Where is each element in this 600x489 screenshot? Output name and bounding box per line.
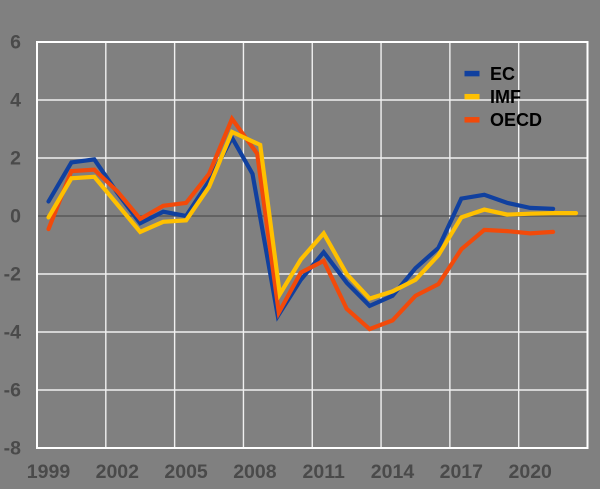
svg-text:-6: -6 [4, 380, 21, 402]
svg-text:EC: EC [490, 64, 515, 84]
svg-text:2008: 2008 [233, 461, 277, 483]
svg-text:1999: 1999 [27, 461, 71, 483]
svg-text:-8: -8 [4, 438, 21, 460]
svg-text:2: 2 [10, 148, 21, 170]
svg-text:-2: -2 [4, 264, 21, 286]
svg-text:OECD: OECD [490, 110, 542, 130]
svg-text:0: 0 [10, 206, 21, 228]
svg-text:2005: 2005 [164, 461, 208, 483]
svg-text:2020: 2020 [509, 461, 553, 483]
svg-text:-4: -4 [4, 322, 21, 344]
svg-text:6: 6 [10, 32, 21, 54]
svg-text:2011: 2011 [303, 461, 345, 483]
svg-text:4: 4 [10, 90, 21, 112]
svg-text:IMF: IMF [490, 87, 521, 107]
svg-text:2014: 2014 [371, 461, 415, 483]
svg-text:2002: 2002 [96, 461, 140, 483]
svg-text:2017: 2017 [440, 461, 483, 483]
